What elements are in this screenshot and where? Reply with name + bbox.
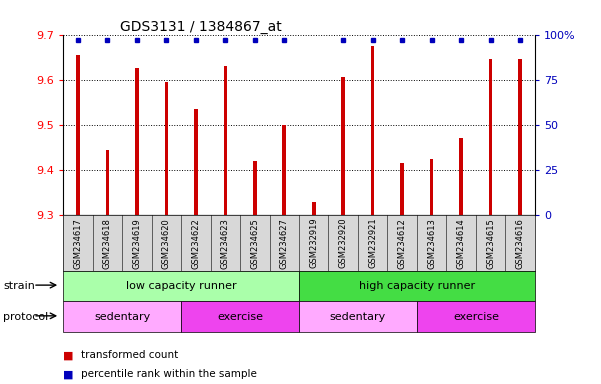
Text: GSM234617: GSM234617 <box>73 218 82 269</box>
Bar <box>106 150 109 215</box>
Text: GSM234612: GSM234612 <box>398 218 407 268</box>
Text: ■: ■ <box>63 369 73 379</box>
Text: exercise: exercise <box>453 312 499 322</box>
Text: GSM234618: GSM234618 <box>103 218 112 269</box>
Text: GSM234615: GSM234615 <box>486 218 495 268</box>
Text: sedentary: sedentary <box>330 312 386 322</box>
Text: GSM234622: GSM234622 <box>191 218 200 268</box>
Text: GSM234625: GSM234625 <box>250 218 259 268</box>
Bar <box>76 55 79 215</box>
Bar <box>341 78 345 215</box>
Bar <box>489 60 492 215</box>
Text: strain: strain <box>3 281 35 291</box>
Text: GSM234613: GSM234613 <box>427 218 436 269</box>
Bar <box>459 138 463 215</box>
Text: protocol: protocol <box>3 312 48 322</box>
Text: high capacity runner: high capacity runner <box>359 281 475 291</box>
Bar <box>371 46 374 215</box>
Bar <box>165 82 168 215</box>
Bar <box>400 163 404 215</box>
Bar <box>519 60 522 215</box>
Bar <box>430 159 433 215</box>
Text: sedentary: sedentary <box>94 312 150 322</box>
Bar <box>135 68 139 215</box>
Text: GSM232920: GSM232920 <box>339 218 348 268</box>
Text: exercise: exercise <box>217 312 263 322</box>
Text: GDS3131 / 1384867_at: GDS3131 / 1384867_at <box>120 20 281 33</box>
Text: percentile rank within the sample: percentile rank within the sample <box>81 369 257 379</box>
Text: transformed count: transformed count <box>81 350 178 360</box>
Bar <box>312 202 316 215</box>
Text: GSM234614: GSM234614 <box>457 218 466 268</box>
Text: low capacity runner: low capacity runner <box>126 281 236 291</box>
Bar <box>194 109 198 215</box>
Text: GSM234627: GSM234627 <box>279 218 288 269</box>
Bar <box>253 161 257 215</box>
Text: GSM234620: GSM234620 <box>162 218 171 268</box>
Text: GSM234616: GSM234616 <box>516 218 525 269</box>
Text: ■: ■ <box>63 350 73 360</box>
Text: GSM232921: GSM232921 <box>368 218 377 268</box>
Text: GSM234623: GSM234623 <box>221 218 230 269</box>
Bar <box>224 66 227 215</box>
Text: GSM232919: GSM232919 <box>310 218 319 268</box>
Text: GSM234619: GSM234619 <box>132 218 141 268</box>
Bar <box>282 125 286 215</box>
